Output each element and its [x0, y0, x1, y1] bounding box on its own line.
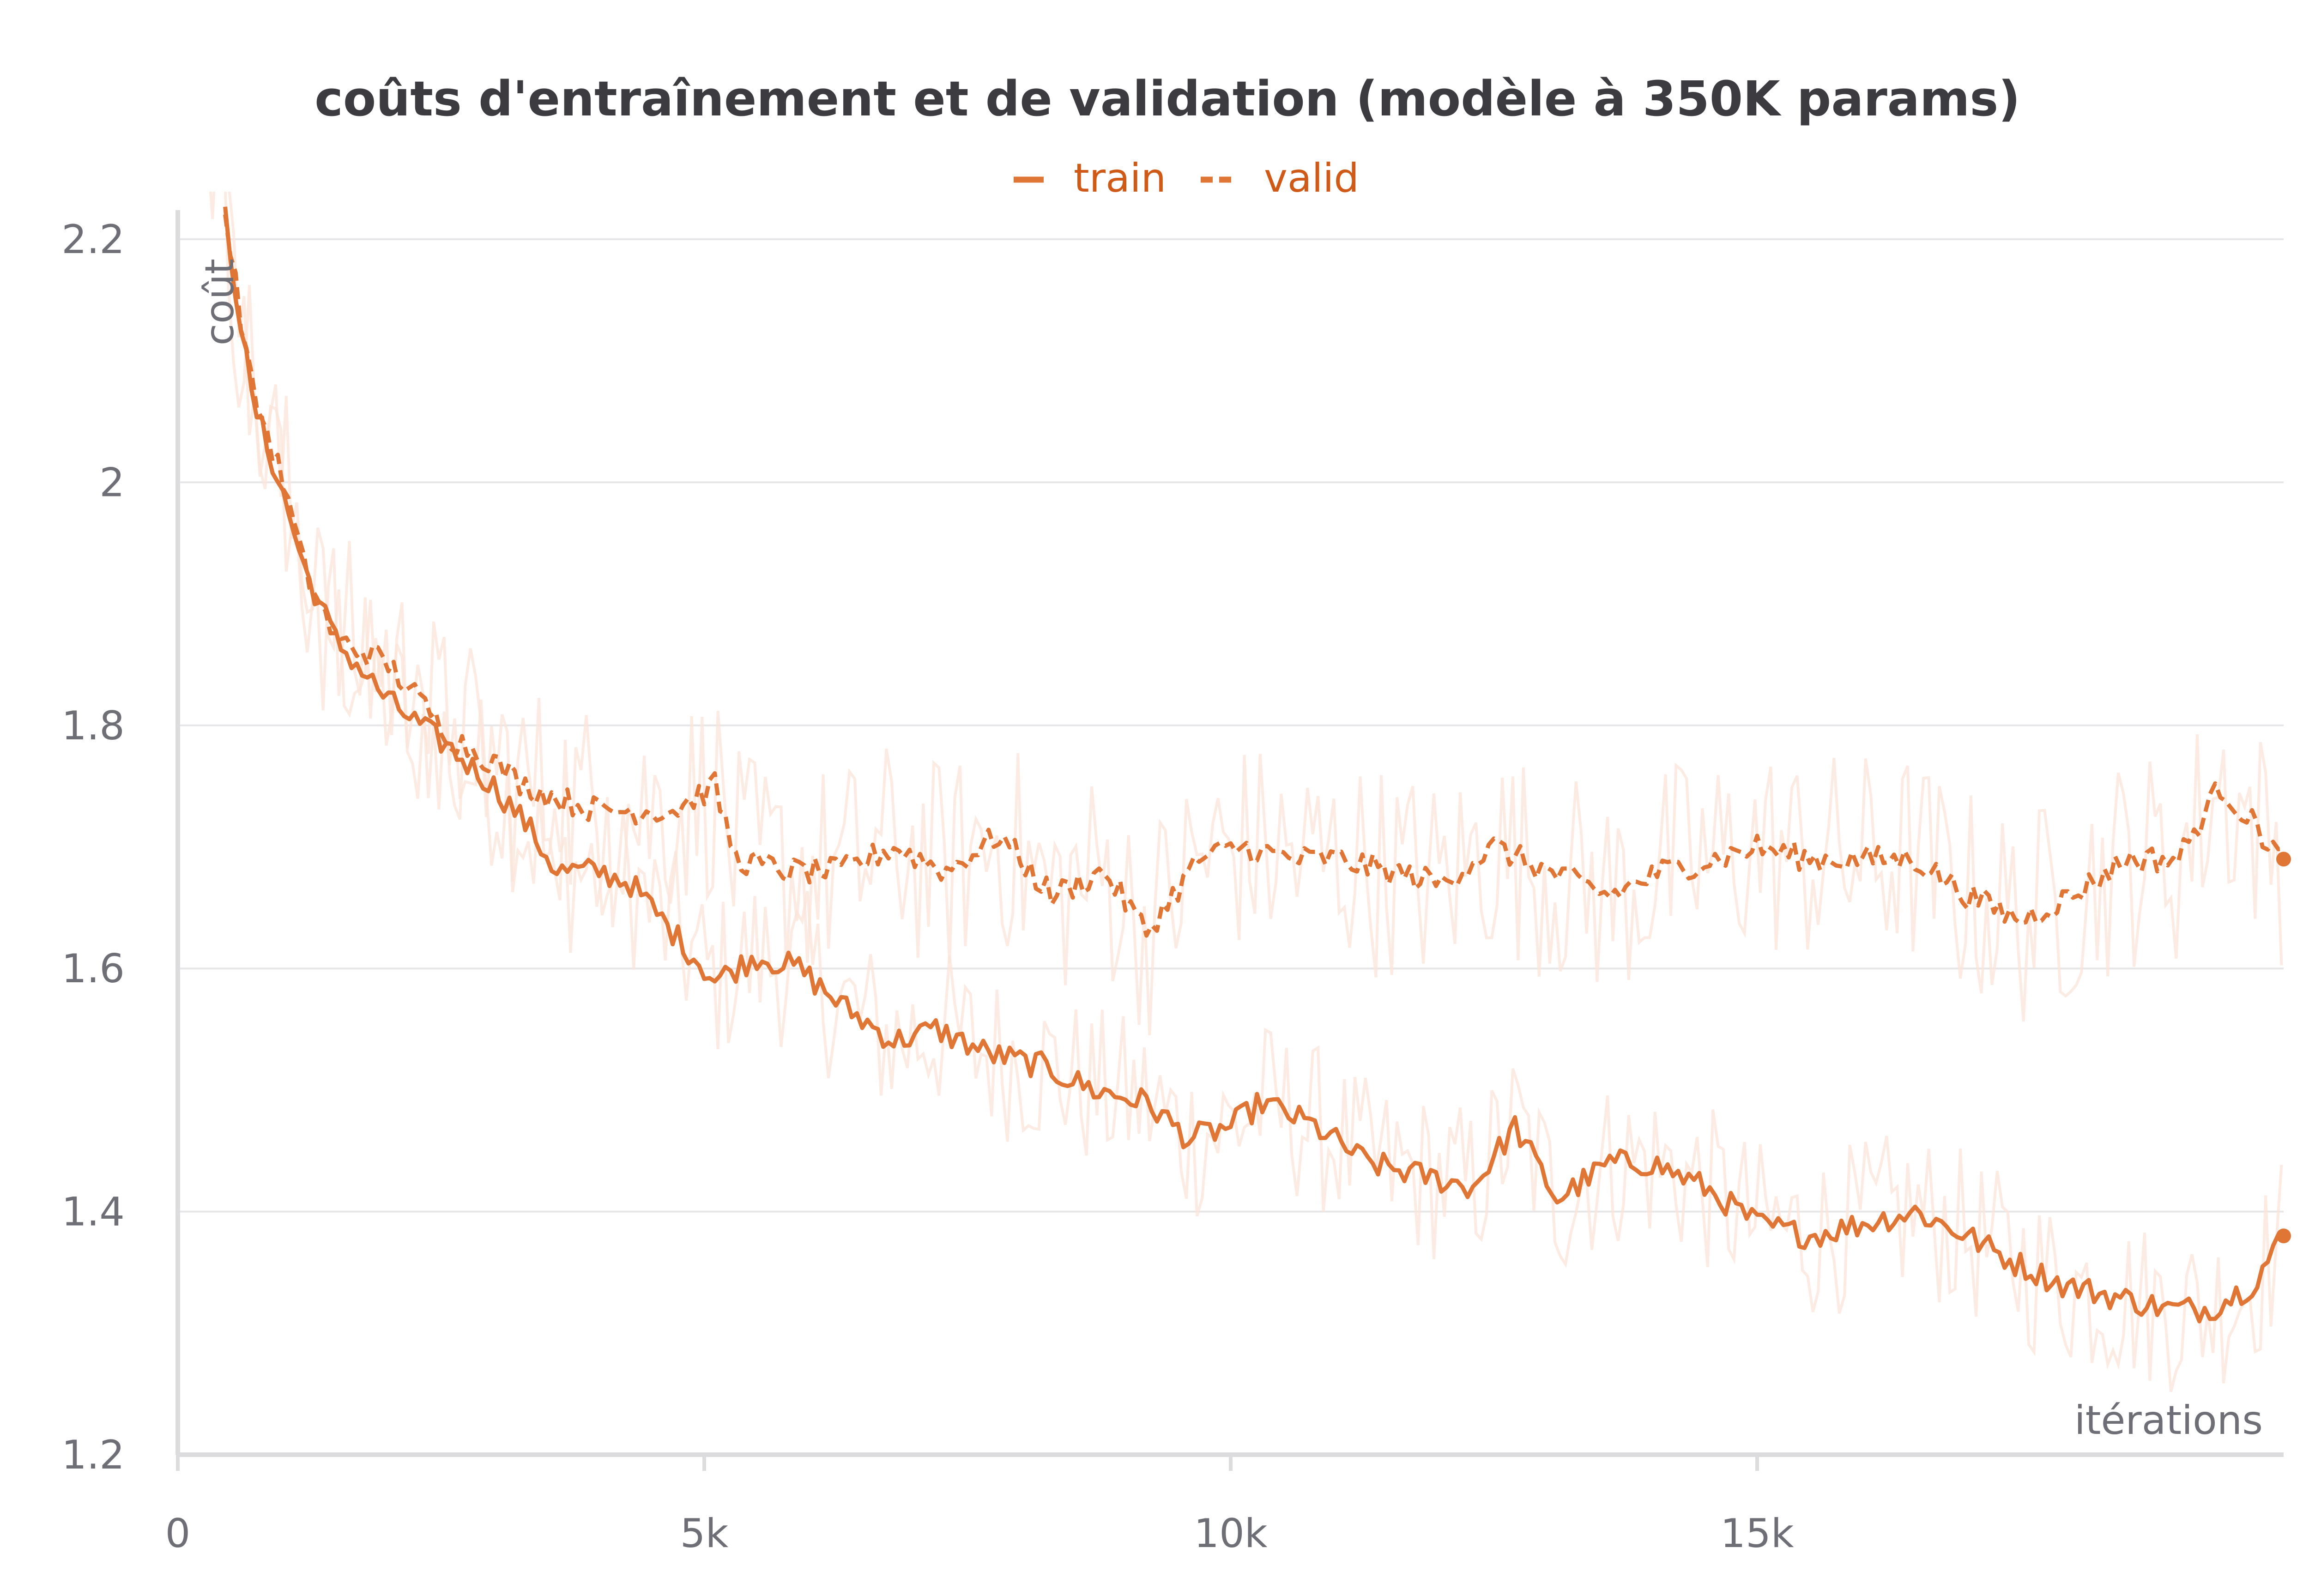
y-tick-label: 1.2 [61, 1432, 125, 1478]
y-tick-label: 1.6 [61, 946, 125, 992]
y-tick-label: 1.8 [61, 703, 125, 749]
raw-trace-valid [209, 192, 2283, 1035]
series-line-valid [223, 214, 2284, 938]
end-marker-valid [2276, 852, 2291, 867]
raw-trace-train [228, 192, 2283, 1392]
x-tick-label: 5k [680, 1511, 729, 1557]
x-tick-label: 0 [165, 1511, 191, 1557]
y-tick-label: 2 [99, 459, 125, 506]
y-tick-label: 1.4 [61, 1189, 125, 1235]
series-lines [223, 206, 2291, 1324]
grid [178, 238, 2284, 1213]
x-axis-label: itérations [2074, 1397, 2263, 1444]
x-tick-label: 10k [1194, 1511, 1267, 1557]
y-tick-label: 2.2 [61, 217, 125, 263]
x-tick-label: 15k [1720, 1511, 1794, 1557]
x-tick-labels: 0 5k 10k 15k [165, 1511, 1794, 1557]
legend: train valid [1014, 155, 1359, 201]
series-line-train [223, 206, 2285, 1324]
axes [175, 210, 2284, 1471]
legend-label-train: train [1074, 155, 1166, 201]
chart-title: coûts d'entraînement et de validation (m… [314, 71, 2020, 127]
y-axis-label: coût [197, 259, 243, 345]
end-marker-train [2276, 1228, 2291, 1244]
legend-label-valid: valid [1264, 155, 1359, 201]
y-tick-labels: 1.2 1.4 1.6 1.8 2 2.2 [61, 217, 125, 1478]
